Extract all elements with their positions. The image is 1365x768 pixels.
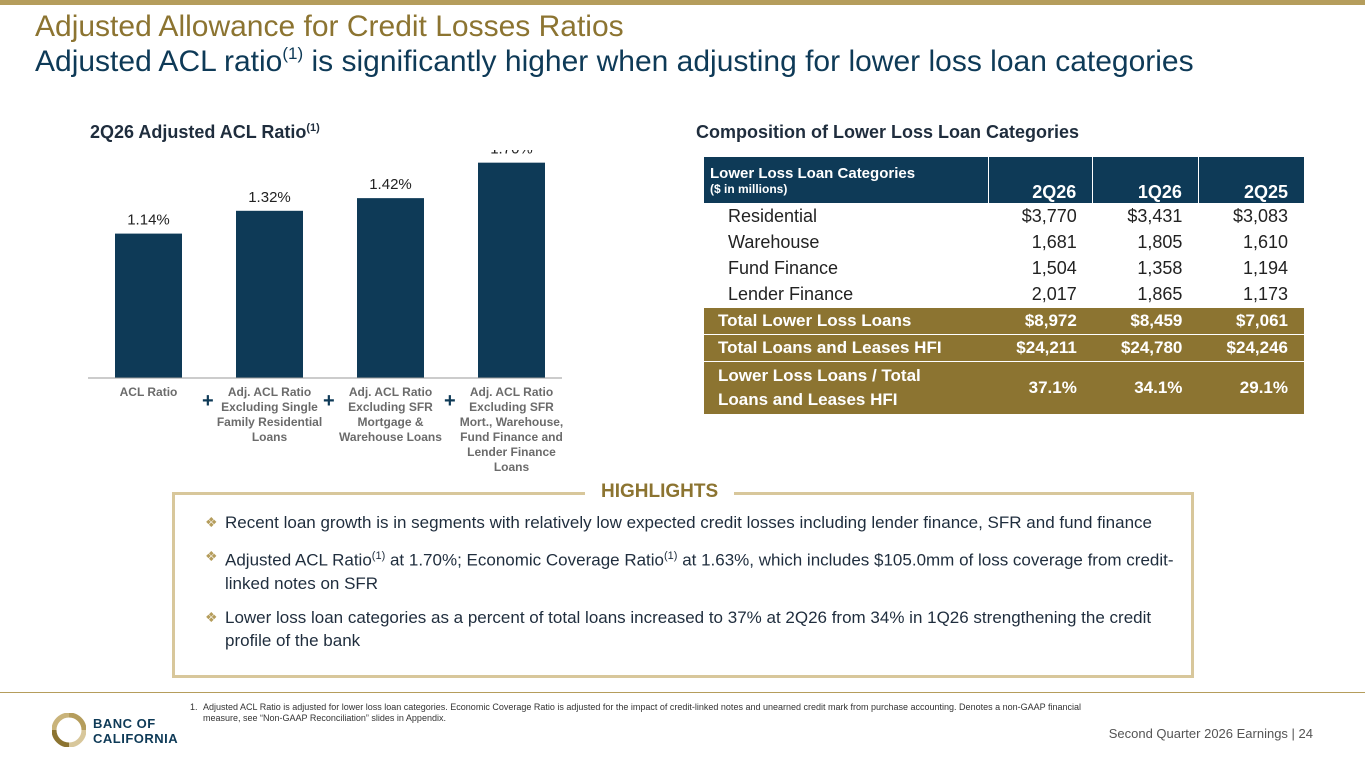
footer-divider bbox=[0, 692, 1365, 693]
category-label: Adj. ACL Ratio Excluding Single Family R… bbox=[216, 385, 323, 444]
cell-value: 2,017 bbox=[1031, 283, 1077, 304]
col-header-1q26: 1Q26 bbox=[1092, 157, 1199, 203]
footnote: 1. Adjusted ACL Ratio is adjusted for lo… bbox=[190, 702, 1081, 723]
page-number: Second Quarter 2026 Earnings | 24 bbox=[1108, 726, 1313, 741]
table-header-row: Lower Loss Loan Categories ($ in million… bbox=[704, 157, 1304, 203]
cell-value: $8,972 bbox=[988, 307, 1093, 335]
banc-of-california-logo-icon bbox=[52, 713, 86, 747]
diamond-bullet-icon: ❖ bbox=[205, 514, 218, 530]
col-header-2q25: 2Q25 bbox=[1197, 157, 1304, 203]
cell-value: $3,770 bbox=[1021, 205, 1077, 226]
diamond-bullet-icon: ❖ bbox=[205, 608, 218, 625]
bar-value-label: 1.70% bbox=[490, 150, 533, 158]
page-subtitle: Adjusted ACL ratio(1) is significantly h… bbox=[35, 44, 1194, 78]
highlights-list: ❖ Recent loan growth is in segments with… bbox=[205, 511, 1180, 663]
col-header-2q26: 2Q26 bbox=[987, 157, 1093, 203]
cell-value: 34.1% bbox=[1092, 361, 1199, 414]
cell-value: $24,246 bbox=[1198, 334, 1304, 362]
cell-value: 1,681 bbox=[1031, 231, 1077, 252]
table-row: Warehouse 1,681 1,805 1,610 bbox=[704, 229, 1304, 255]
plus-separator: + bbox=[202, 390, 214, 412]
cell-value: $24,780 bbox=[1092, 334, 1199, 362]
row-label: Warehouse bbox=[728, 231, 820, 252]
plus-separator: + bbox=[323, 390, 335, 412]
cell-value: 1,805 bbox=[1137, 231, 1183, 252]
bar-value-label: 1.42% bbox=[369, 176, 412, 193]
lower-loss-table: Lower Loss Loan Categories ($ in million… bbox=[704, 157, 1304, 414]
table-row: Fund Finance 1,504 1,358 1,194 bbox=[704, 255, 1304, 281]
brand-name: BANC OF CALIFORNIA bbox=[93, 716, 179, 746]
cell-value: 1,358 bbox=[1137, 257, 1183, 278]
category-label: ACL Ratio bbox=[119, 385, 178, 399]
table-title: Composition of Lower Loss Loan Categorie… bbox=[696, 122, 1080, 142]
category-label: Adj. ACL Ratio Excluding SFR Mort., Ware… bbox=[459, 385, 564, 474]
row-label: Total Loans and Leases HFI bbox=[704, 334, 989, 362]
row-label: Lower Loss Loans / Total Loans and Leases… bbox=[704, 361, 989, 414]
plus-separator: + bbox=[444, 390, 456, 412]
total-row: Total Loans and Leases HFI $24,211 $24,7… bbox=[704, 334, 1304, 362]
table-row: Lender Finance 2,017 1,865 1,173 bbox=[704, 281, 1304, 308]
cell-value: 1,194 bbox=[1242, 257, 1288, 278]
diamond-bullet-icon: ❖ bbox=[205, 548, 218, 564]
cell-value: $7,061 bbox=[1198, 307, 1304, 335]
cell-value: $24,211 bbox=[988, 334, 1093, 362]
highlight-item: ❖ Adjusted ACL Ratio(1) at 1.70%; Econom… bbox=[205, 545, 1180, 595]
bar bbox=[115, 233, 182, 378]
bar-value-label: 1.14% bbox=[127, 212, 170, 229]
cell-value: 1,865 bbox=[1137, 283, 1183, 304]
cell-value: $3,083 bbox=[1232, 205, 1288, 226]
total-row: Total Lower Loss Loans $8,972 $8,459 $7,… bbox=[704, 307, 1304, 335]
highlights-title: HIGHLIGHTS bbox=[585, 481, 735, 503]
cell-value: 1,610 bbox=[1242, 231, 1288, 252]
chart-title: 2Q26 Adjusted ACL Ratio(1) bbox=[90, 122, 320, 142]
bar-value-label: 1.32% bbox=[248, 189, 291, 206]
row-label: Fund Finance bbox=[728, 257, 839, 278]
acl-ratio-chart-svg: 1.14% 1.32% 1.42% 1.70% bbox=[88, 150, 562, 379]
page-title: Adjusted Allowance for Credit Losses Rat… bbox=[35, 10, 624, 43]
cell-value: 1,504 bbox=[1031, 257, 1077, 278]
acl-ratio-chart: 1.14% 1.32% 1.42% 1.70% ACL Ratio Adj. ACL R… bbox=[88, 150, 568, 490]
row-label: Total Lower Loss Loans bbox=[704, 307, 989, 335]
table-row: Residential $3,770 $3,431 $3,083 bbox=[704, 203, 1304, 229]
top-accent-bar bbox=[0, 0, 1365, 5]
total-row: Lower Loss Loans / Total Loans and Leases… bbox=[704, 361, 1304, 414]
highlight-item: ❖ Lower loss loan categories as a percen… bbox=[205, 607, 1152, 650]
row-label: Residential bbox=[728, 205, 818, 226]
header-label-cell: Lower Loss Loan Categories ($ in million… bbox=[704, 157, 989, 203]
category-label: Adj. ACL Ratio Excluding SFR Mortgage & … bbox=[339, 385, 442, 444]
cell-value: $3,431 bbox=[1127, 205, 1183, 226]
cell-value: 37.1% bbox=[988, 361, 1093, 414]
cell-value: $8,459 bbox=[1092, 307, 1199, 335]
row-label: Lender Finance bbox=[728, 283, 854, 304]
cell-value: 1,173 bbox=[1242, 283, 1288, 304]
highlight-item: ❖ Recent loan growth is in segments with… bbox=[205, 513, 1152, 532]
bar bbox=[478, 162, 545, 378]
bar bbox=[236, 210, 303, 378]
cell-value: 29.1% bbox=[1198, 361, 1304, 414]
bar bbox=[357, 198, 424, 378]
